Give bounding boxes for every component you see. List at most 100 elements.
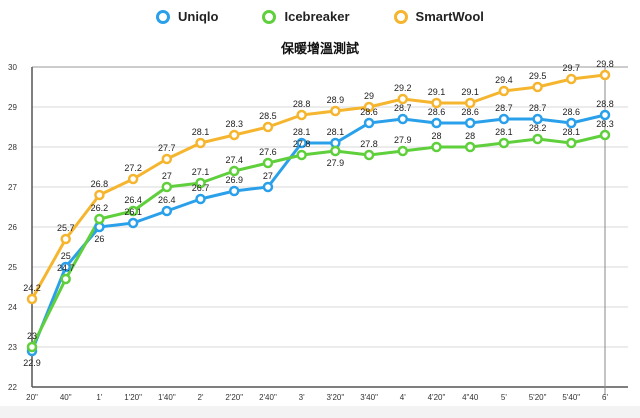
data-label: 28.5 [259, 111, 277, 121]
data-label: 26.1 [124, 207, 142, 217]
y-tick-label: 30 [8, 63, 17, 72]
legend: Uniqlo Icebreaker SmartWool [0, 9, 640, 24]
x-tick-label: 2' [198, 393, 204, 402]
data-label: 22.9 [23, 358, 41, 368]
data-point [599, 109, 611, 121]
data-label: 23 [27, 331, 37, 341]
x-tick-label: 3'40" [360, 393, 378, 402]
legend-marker-icon [262, 9, 277, 24]
data-point [431, 141, 442, 153]
data-point [296, 109, 307, 121]
data-point [330, 145, 341, 157]
legend-label: Uniqlo [178, 9, 219, 24]
data-point [566, 73, 577, 85]
data-point [397, 145, 409, 157]
data-label: 28.7 [495, 103, 513, 113]
data-label: 28.6 [428, 107, 446, 117]
data-label: 29.1 [428, 87, 446, 97]
x-tick-label: 2'20" [225, 393, 243, 402]
x-tick-label: 4"40 [462, 393, 479, 402]
data-label: 28 [465, 131, 475, 141]
data-point [94, 213, 105, 225]
x-tick-label: 2'40" [259, 393, 277, 402]
legend-item-smartwool[interactable]: SmartWool [393, 9, 484, 24]
legend-marker-icon [156, 9, 171, 24]
data-label: 25 [61, 251, 71, 261]
data-label: 29.5 [529, 71, 547, 81]
data-label: 24.7 [57, 263, 75, 273]
y-tick-label: 23 [8, 343, 17, 352]
data-point [498, 137, 510, 149]
legend-item-icebreaker[interactable]: Icebreaker [262, 9, 350, 24]
data-label: 28.1 [563, 127, 581, 137]
x-tick-label: 5'20" [529, 393, 547, 402]
y-tick-label: 26 [8, 223, 17, 232]
x-tick-label: 1' [96, 393, 102, 402]
data-label: 26.9 [225, 175, 243, 185]
data-point [26, 293, 38, 305]
data-label: 26.4 [158, 195, 176, 205]
data-label: 26.2 [91, 203, 109, 213]
data-point [431, 97, 442, 109]
data-label: 24.2 [23, 283, 41, 293]
data-label: 27 [162, 171, 172, 181]
x-tick-label: 40" [60, 393, 72, 402]
y-tick-label: 27 [8, 183, 17, 192]
data-label: 28.1 [495, 127, 513, 137]
data-point [262, 121, 274, 133]
data-label: 28.3 [225, 119, 243, 129]
data-label: 28.8 [293, 99, 311, 109]
data-point [532, 133, 543, 145]
data-point [262, 157, 274, 169]
data-point [127, 173, 139, 185]
x-tick-label: 20" [26, 393, 38, 402]
x-tick-label: 4' [400, 393, 406, 402]
data-label: 28.1 [327, 127, 345, 137]
data-point [228, 185, 240, 197]
data-point [60, 273, 71, 285]
y-tick-label: 28 [8, 143, 17, 152]
data-label: 27.4 [225, 155, 243, 165]
data-label: 29.8 [596, 59, 614, 69]
y-tick-label: 24 [8, 303, 17, 312]
data-label: 27.2 [124, 163, 142, 173]
chart-title: 保暖增溫測試 [280, 41, 359, 56]
data-label: 29.2 [394, 83, 412, 93]
data-label: 27.6 [259, 147, 277, 157]
y-tick-label: 22 [8, 383, 17, 392]
x-tick-label: 5' [501, 393, 507, 402]
data-point [26, 341, 38, 353]
data-point [127, 205, 139, 217]
y-tick-label: 29 [8, 103, 17, 112]
data-label: 28.6 [461, 107, 479, 117]
data-label: 28.1 [293, 127, 311, 137]
data-point [363, 149, 375, 161]
data-label: 29.4 [495, 75, 513, 85]
data-point [296, 149, 307, 161]
series-line-uniqlo [30, 113, 606, 352]
series-line-icebreaker [30, 133, 606, 348]
data-label: 25.7 [57, 223, 75, 233]
data-point [363, 117, 375, 129]
legend-marker-icon [393, 9, 408, 24]
data-point [195, 193, 206, 205]
data-label: 28 [431, 131, 441, 141]
data-point [161, 153, 173, 165]
data-point [363, 101, 375, 113]
data-point [195, 137, 206, 149]
legend-item-uniqlo[interactable]: Uniqlo [156, 9, 218, 24]
legend-label: SmartWool [415, 9, 484, 24]
data-label: 29.7 [563, 63, 581, 73]
data-label: 28.2 [529, 123, 547, 133]
data-point [195, 177, 206, 189]
data-point [566, 117, 577, 129]
data-label: 26.4 [124, 195, 142, 205]
data-point [228, 129, 240, 141]
x-tick-label: 3' [299, 393, 305, 402]
data-label: 26.8 [91, 179, 109, 189]
data-label: 28.7 [529, 103, 547, 113]
data-point [228, 165, 240, 177]
data-point [498, 113, 510, 125]
data-label: 27.9 [327, 158, 345, 168]
x-tick-label: 1'20" [124, 393, 142, 402]
